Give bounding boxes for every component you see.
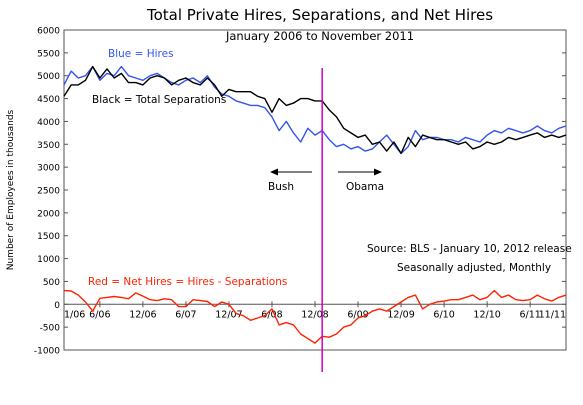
y-tick-label: -500	[40, 324, 61, 334]
separations-series-line	[63, 65, 567, 155]
obama-label: Obama	[346, 181, 384, 193]
x-tick-label: 6/08	[261, 309, 282, 320]
source-note: Source: BLS - January 10, 2012 release	[367, 243, 572, 255]
hires-series-line	[63, 65, 567, 155]
x-tick-label: 12/06	[129, 309, 156, 320]
bush-label: Bush	[268, 181, 294, 193]
x-tick-label: 6/07	[175, 309, 196, 320]
y-axis-label: Number of Employees in thousands	[6, 109, 16, 270]
y-tick-label: -1000	[34, 347, 60, 357]
y-tick-label: 2500	[37, 187, 60, 197]
x-tick-label: 6/06	[89, 309, 110, 320]
y-tick-label: 5500	[37, 49, 60, 59]
y-tick-label: 5000	[37, 72, 60, 82]
legend-separations-label: Black = Total Separations	[92, 94, 226, 106]
y-tick-label: 4500	[37, 95, 60, 105]
x-tick-label: 6/09	[347, 309, 368, 320]
y-tick-label: 3000	[37, 164, 60, 174]
adjustment-note: Seasonally adjusted, Monthly	[397, 262, 551, 274]
x-axis: 1/06 6/06 12/06 6/07 12/07 6/08 12/08 6/09 12/09…	[63, 301, 567, 320]
legend-net-label: Red = Net Hires = Hires - Separations	[88, 276, 287, 288]
y-tick-label: 500	[43, 278, 60, 288]
x-tick-label: 12/08	[301, 309, 328, 320]
chart-subtitle: January 2006 to November 2011	[225, 29, 414, 43]
net-hires-series-line	[63, 289, 567, 344]
x-tick-label: 12/09	[387, 309, 414, 320]
chart-title: Total Private Hires, Separations, and Ne…	[146, 6, 493, 24]
y-tick-label: 3500	[37, 141, 60, 151]
y-tick-label: 1000	[37, 255, 60, 265]
x-tick-label: 12/10	[473, 309, 500, 320]
y-tick-label: 2000	[37, 209, 60, 219]
bush-arrow	[270, 168, 312, 176]
obama-arrow	[338, 168, 382, 176]
x-tick-label: 1/06	[64, 309, 85, 320]
y-tick-label: 1500	[37, 232, 60, 242]
x-tick-label: 6/11	[519, 309, 540, 320]
x-tick-label: 12/07	[215, 309, 242, 320]
y-axis: -1000 -500 0 500 1000 1500 2000 2500 3000 3500 400…	[34, 27, 566, 357]
y-tick-label: 0	[54, 301, 60, 311]
x-tick-label: 11/11	[539, 309, 566, 320]
y-tick-label: 4000	[37, 118, 60, 128]
series-group	[63, 65, 567, 344]
y-tick-label: 6000	[37, 27, 60, 37]
x-tick-label: 6/10	[433, 309, 454, 320]
legend-hires-label: Blue = Hires	[108, 48, 174, 60]
